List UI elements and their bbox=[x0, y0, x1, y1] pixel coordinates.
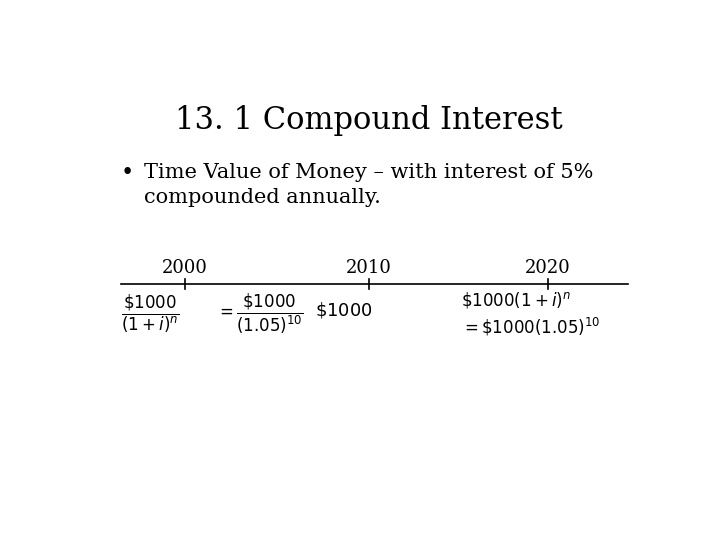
Text: $= \dfrac{\$1000}{(1.05)^{10}}$: $= \dfrac{\$1000}{(1.05)^{10}}$ bbox=[215, 292, 303, 336]
Text: $\$1000$: $\$1000$ bbox=[315, 300, 373, 320]
Text: •: • bbox=[121, 162, 134, 184]
Text: 2000: 2000 bbox=[162, 259, 208, 277]
Text: Time Value of Money – with interest of 5%: Time Value of Money – with interest of 5… bbox=[144, 163, 593, 181]
Text: $\dfrac{\$1000}{(1+i)^{n}}$: $\dfrac{\$1000}{(1+i)^{n}}$ bbox=[121, 293, 179, 335]
Text: $\$1000(1+i)^{n}$: $\$1000(1+i)^{n}$ bbox=[461, 290, 571, 310]
Text: compounded annually.: compounded annually. bbox=[144, 188, 381, 207]
Text: 2010: 2010 bbox=[346, 259, 392, 277]
Text: 2020: 2020 bbox=[525, 259, 570, 277]
Text: $= \$1000(1.05)^{10}$: $= \$1000(1.05)^{10}$ bbox=[461, 316, 600, 338]
Text: 13. 1 Compound Interest: 13. 1 Compound Interest bbox=[175, 105, 563, 137]
